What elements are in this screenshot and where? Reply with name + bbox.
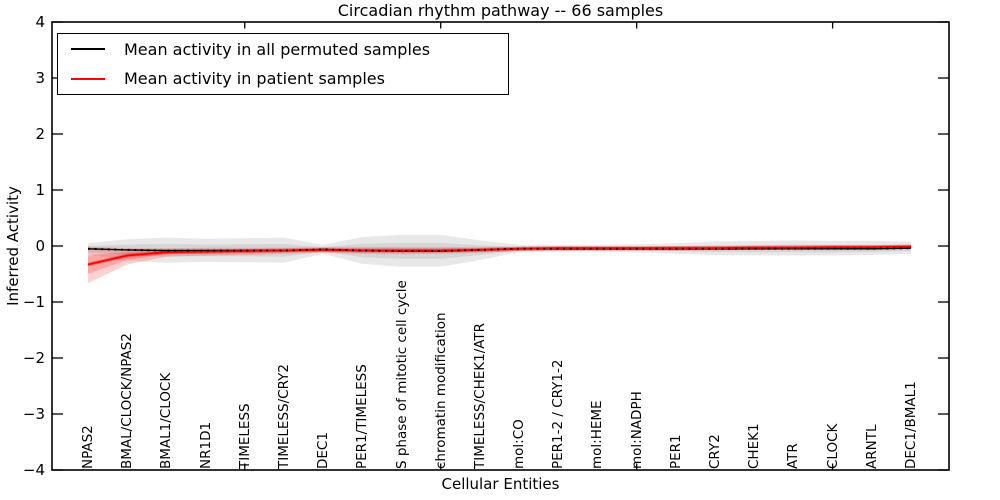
x-category-label: ATR [785,443,802,469]
x-category-label: CRY2 [707,434,724,469]
x-category-label: mol:HEME [589,400,606,469]
x-category-label: PER1-2 / CRY1-2 [550,359,567,469]
legend-item: Mean activity in all permuted samples [58,35,508,63]
y-tick-label: 2 [35,125,45,143]
y-tick-label: −2 [22,349,45,367]
permuted-band-outer [88,234,911,267]
y-tick-label: 3 [35,69,45,87]
x-category-label: mol:CO [511,419,528,469]
x-category-label: PER1/TIMELESS [354,364,371,469]
y-tick-label: 4 [35,13,45,31]
chart-title: Circadian rhythm pathway -- 66 samples [337,1,664,20]
x-category-label: chromatin modification [432,312,449,469]
y-tick-label: 0 [35,237,45,255]
x-category-label: BMAL/CLOCK/NPAS2 [119,333,136,469]
legend-line-swatch [71,77,105,80]
x-category-label: TIMELESS [236,403,253,469]
x-category-label: mol:NADPH [628,391,645,469]
x-category-label: DEC1 [315,432,332,469]
x-category-label: ARNTL [863,424,880,469]
legend-line-swatch [71,48,105,51]
legend-item: Mean activity in patient samples [58,65,508,93]
patient-mean-line [87,245,912,266]
legend-label: Mean activity in patient samples [124,69,385,89]
legend: Mean activity in all permuted samples Mea… [57,33,509,95]
x-category-label: DEC1/BMAL1 [903,381,919,469]
legend-label: Mean activity in all permuted samples [124,39,431,59]
x-category-label: S phase of mitotic cell cycle [393,280,410,469]
x-category-label: TIMELESS/CHEK1/ATR [471,322,488,469]
x-category-label: CHEK1 [746,423,763,469]
permuted-band-inner [88,242,911,259]
x-category-label: TIMELESS/CRY2 [275,364,292,469]
x-category-label: NR1D1 [197,421,214,469]
y-tick-label: 1 [35,181,45,199]
y-tick-label: −3 [22,405,45,423]
y-tick-label: −1 [22,293,45,311]
y-tick-label: −4 [22,461,45,479]
x-axis-title: Cellular Entities [441,475,560,493]
x-category-label: PER1 [667,434,684,469]
x-category-label: CLOCK [824,423,841,469]
x-category-label: BMAL1/CLOCK [158,372,175,469]
x-category-label: NPAS2 [80,425,96,469]
